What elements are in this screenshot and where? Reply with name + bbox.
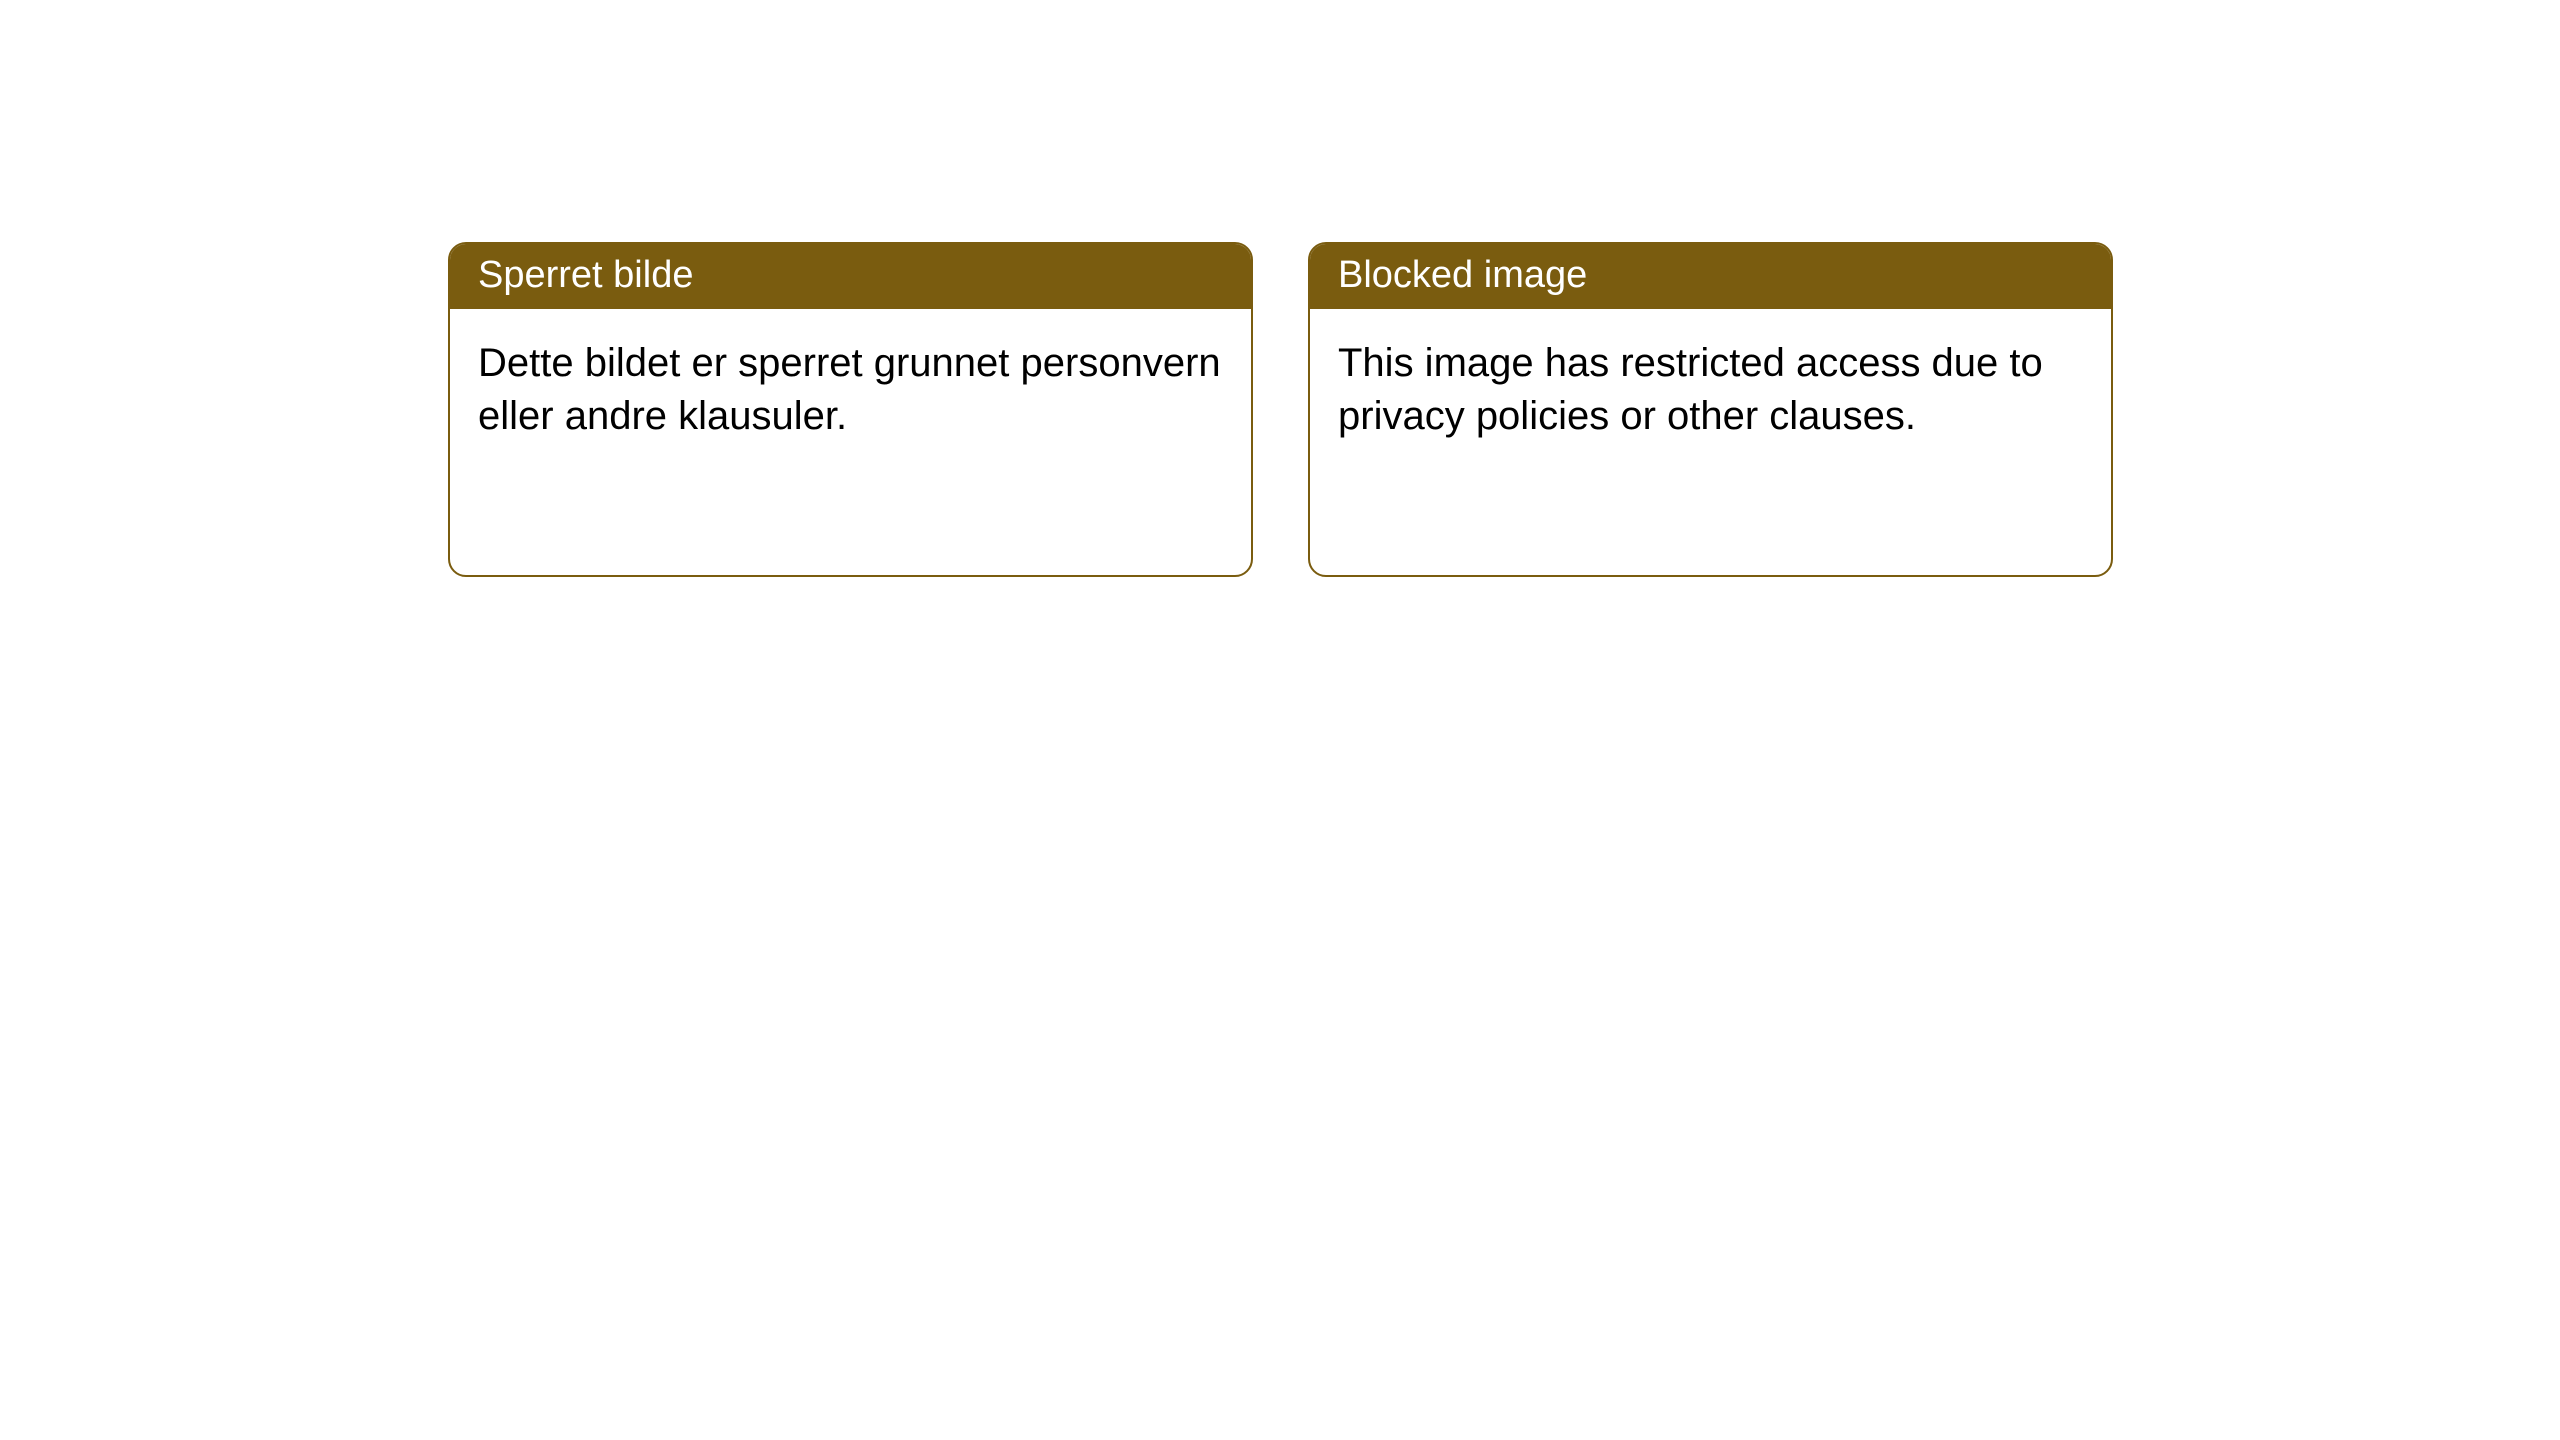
cards-container: Sperret bilde Dette bildet er sperret gr… xyxy=(448,242,2113,577)
card-header-no: Sperret bilde xyxy=(450,244,1251,309)
card-body-en: This image has restricted access due to … xyxy=(1310,309,2111,471)
card-title-en: Blocked image xyxy=(1338,254,1587,296)
card-body-text-en: This image has restricted access due to … xyxy=(1338,341,2043,438)
card-title-no: Sperret bilde xyxy=(478,254,693,296)
blocked-image-card-en: Blocked image This image has restricted … xyxy=(1308,242,2113,577)
card-body-text-no: Dette bildet er sperret grunnet personve… xyxy=(478,341,1221,438)
card-header-en: Blocked image xyxy=(1310,244,2111,309)
blocked-image-card-no: Sperret bilde Dette bildet er sperret gr… xyxy=(448,242,1253,577)
card-body-no: Dette bildet er sperret grunnet personve… xyxy=(450,309,1251,471)
